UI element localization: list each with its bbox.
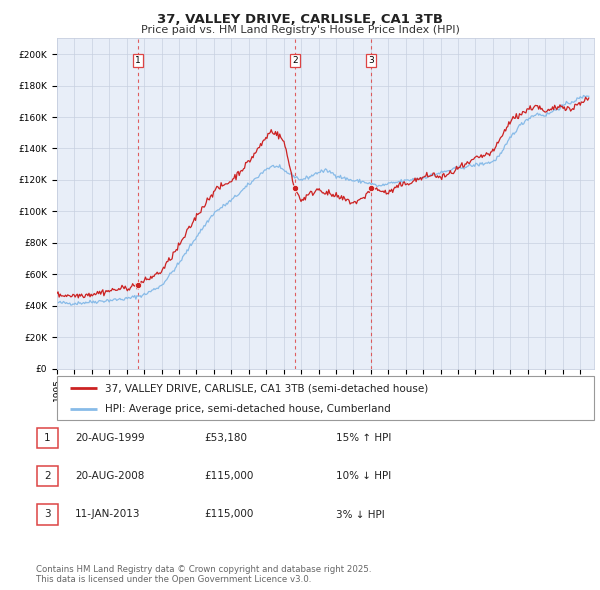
Text: £115,000: £115,000 — [204, 471, 253, 481]
Text: 20-AUG-2008: 20-AUG-2008 — [75, 471, 145, 481]
Text: 20-AUG-1999: 20-AUG-1999 — [75, 433, 145, 442]
Text: 37, VALLEY DRIVE, CARLISLE, CA1 3TB: 37, VALLEY DRIVE, CARLISLE, CA1 3TB — [157, 13, 443, 26]
Text: Contains HM Land Registry data © Crown copyright and database right 2025.
This d: Contains HM Land Registry data © Crown c… — [36, 565, 371, 584]
Text: Price paid vs. HM Land Registry's House Price Index (HPI): Price paid vs. HM Land Registry's House … — [140, 25, 460, 35]
Text: 1: 1 — [44, 433, 51, 442]
Text: 15% ↑ HPI: 15% ↑ HPI — [336, 433, 391, 442]
FancyBboxPatch shape — [57, 376, 594, 420]
FancyBboxPatch shape — [37, 428, 58, 448]
FancyBboxPatch shape — [37, 466, 58, 486]
Text: 2: 2 — [44, 471, 51, 481]
Text: 1: 1 — [135, 56, 141, 65]
FancyBboxPatch shape — [37, 504, 58, 525]
Text: 3: 3 — [368, 56, 374, 65]
Text: £53,180: £53,180 — [204, 433, 247, 442]
Text: 2: 2 — [292, 56, 298, 65]
Text: 3: 3 — [44, 510, 51, 519]
Text: 11-JAN-2013: 11-JAN-2013 — [75, 510, 140, 519]
Text: £115,000: £115,000 — [204, 510, 253, 519]
Text: 3% ↓ HPI: 3% ↓ HPI — [336, 510, 385, 519]
Text: HPI: Average price, semi-detached house, Cumberland: HPI: Average price, semi-detached house,… — [106, 404, 391, 414]
Text: 37, VALLEY DRIVE, CARLISLE, CA1 3TB (semi-detached house): 37, VALLEY DRIVE, CARLISLE, CA1 3TB (sem… — [106, 384, 428, 393]
Text: 10% ↓ HPI: 10% ↓ HPI — [336, 471, 391, 481]
